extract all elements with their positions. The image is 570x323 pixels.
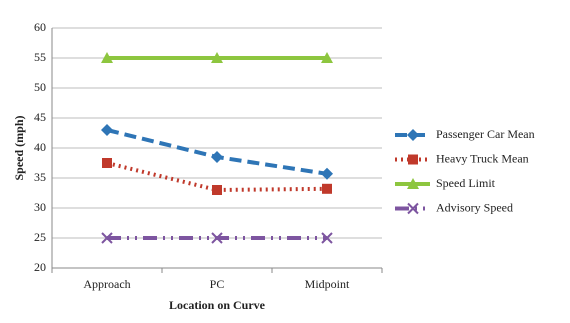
y-tick-label: 30 bbox=[34, 200, 46, 214]
x-axis-title: Location on Curve bbox=[169, 298, 266, 312]
marker bbox=[211, 151, 223, 163]
legend-marker bbox=[408, 154, 418, 165]
legend-marker bbox=[407, 202, 419, 215]
marker bbox=[321, 167, 333, 180]
legend-label: Heavy Truck Mean bbox=[436, 151, 529, 165]
x-tick-label: Approach bbox=[83, 277, 130, 291]
y-tick-label: 45 bbox=[34, 110, 46, 124]
marker bbox=[101, 52, 113, 63]
legend-label: Speed Limit bbox=[436, 176, 496, 190]
marker bbox=[322, 183, 332, 194]
marker bbox=[321, 232, 333, 244]
marker bbox=[211, 232, 223, 244]
marker bbox=[321, 52, 333, 63]
x-tick-label: Midpoint bbox=[305, 277, 350, 291]
x-tick-label: PC bbox=[210, 277, 225, 291]
y-tick-label: 40 bbox=[34, 140, 46, 154]
y-tick-label: 60 bbox=[34, 20, 46, 34]
legend-label: Advisory Speed bbox=[436, 200, 513, 214]
y-axis-title: Speed (mph) bbox=[12, 115, 26, 180]
series-line bbox=[106, 161, 328, 193]
marker bbox=[101, 124, 113, 136]
y-tick-label: 25 bbox=[34, 230, 46, 244]
legend-marker bbox=[407, 129, 419, 141]
marker bbox=[102, 158, 112, 168]
legend-marker bbox=[407, 178, 419, 189]
marker bbox=[101, 232, 113, 244]
marker bbox=[211, 52, 223, 63]
y-tick-label: 20 bbox=[34, 260, 46, 274]
y-tick-label: 55 bbox=[34, 50, 46, 64]
legend-label: Passenger Car Mean bbox=[436, 127, 535, 141]
y-tick-label: 35 bbox=[34, 170, 46, 184]
marker bbox=[212, 185, 222, 195]
y-tick-label: 50 bbox=[34, 80, 46, 94]
